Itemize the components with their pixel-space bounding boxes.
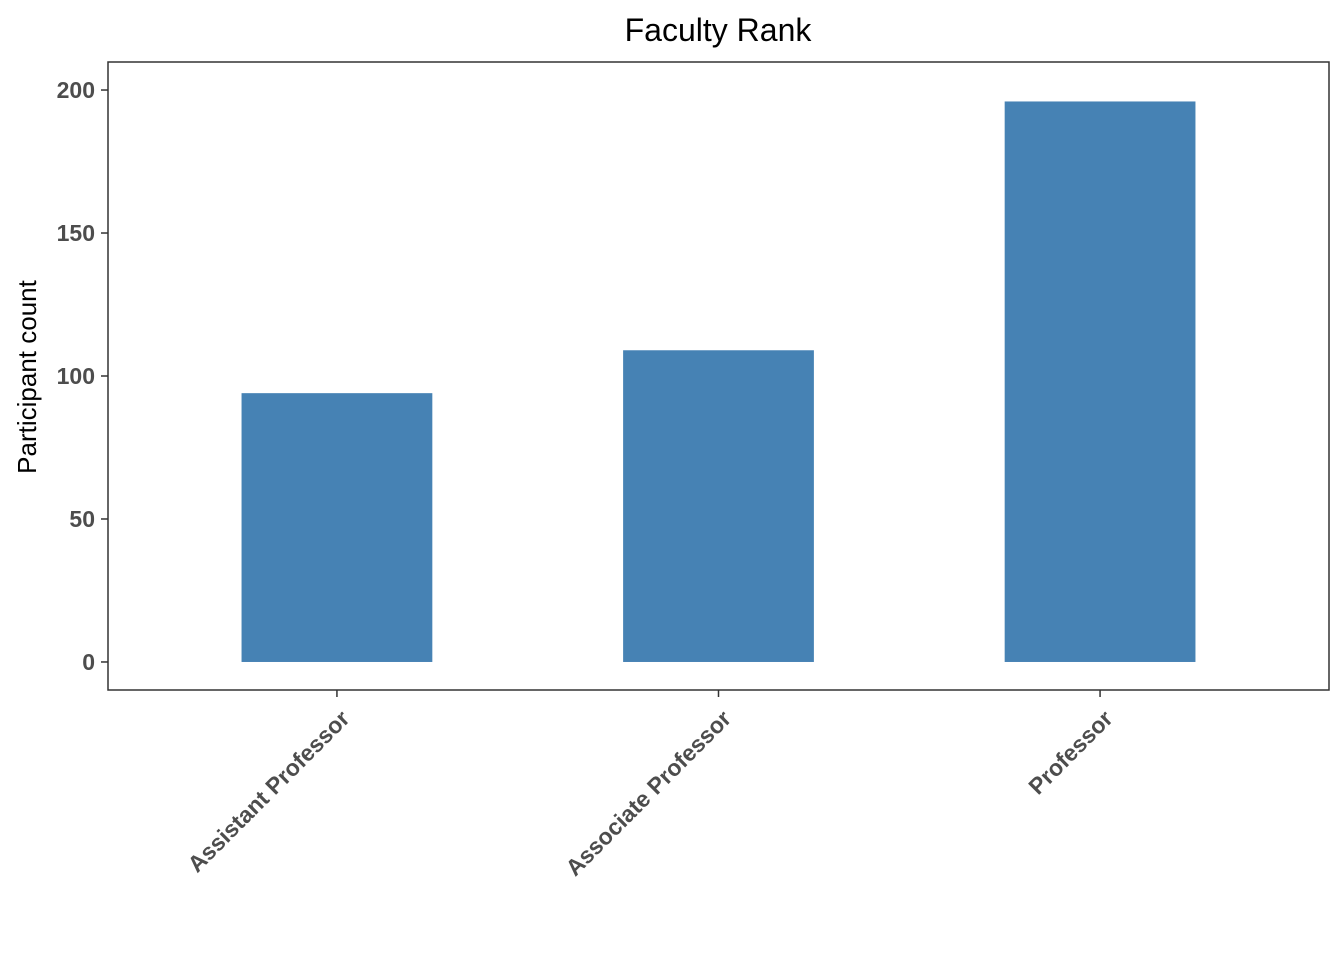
chart-title: Faculty Rank <box>625 12 813 48</box>
x-tick-label: Assistant Professor <box>182 705 354 877</box>
y-axis-label: Participant count <box>12 279 42 473</box>
bar <box>1004 101 1196 662</box>
x-tick-label: Associate Professor <box>560 705 736 881</box>
y-tick-label: 100 <box>57 363 95 389</box>
x-axis: Assistant Professor Associate Professor Pr… <box>182 690 1118 881</box>
bar <box>623 350 814 662</box>
y-axis: 0 50 100 150 200 <box>57 77 108 675</box>
y-tick-label: 150 <box>57 220 95 246</box>
y-tick-label: 50 <box>69 506 95 532</box>
bar <box>241 393 433 662</box>
bars <box>241 101 1196 662</box>
x-tick-label: Professor <box>1023 705 1117 799</box>
y-tick-label: 0 <box>82 649 95 675</box>
y-tick-label: 200 <box>57 77 95 103</box>
